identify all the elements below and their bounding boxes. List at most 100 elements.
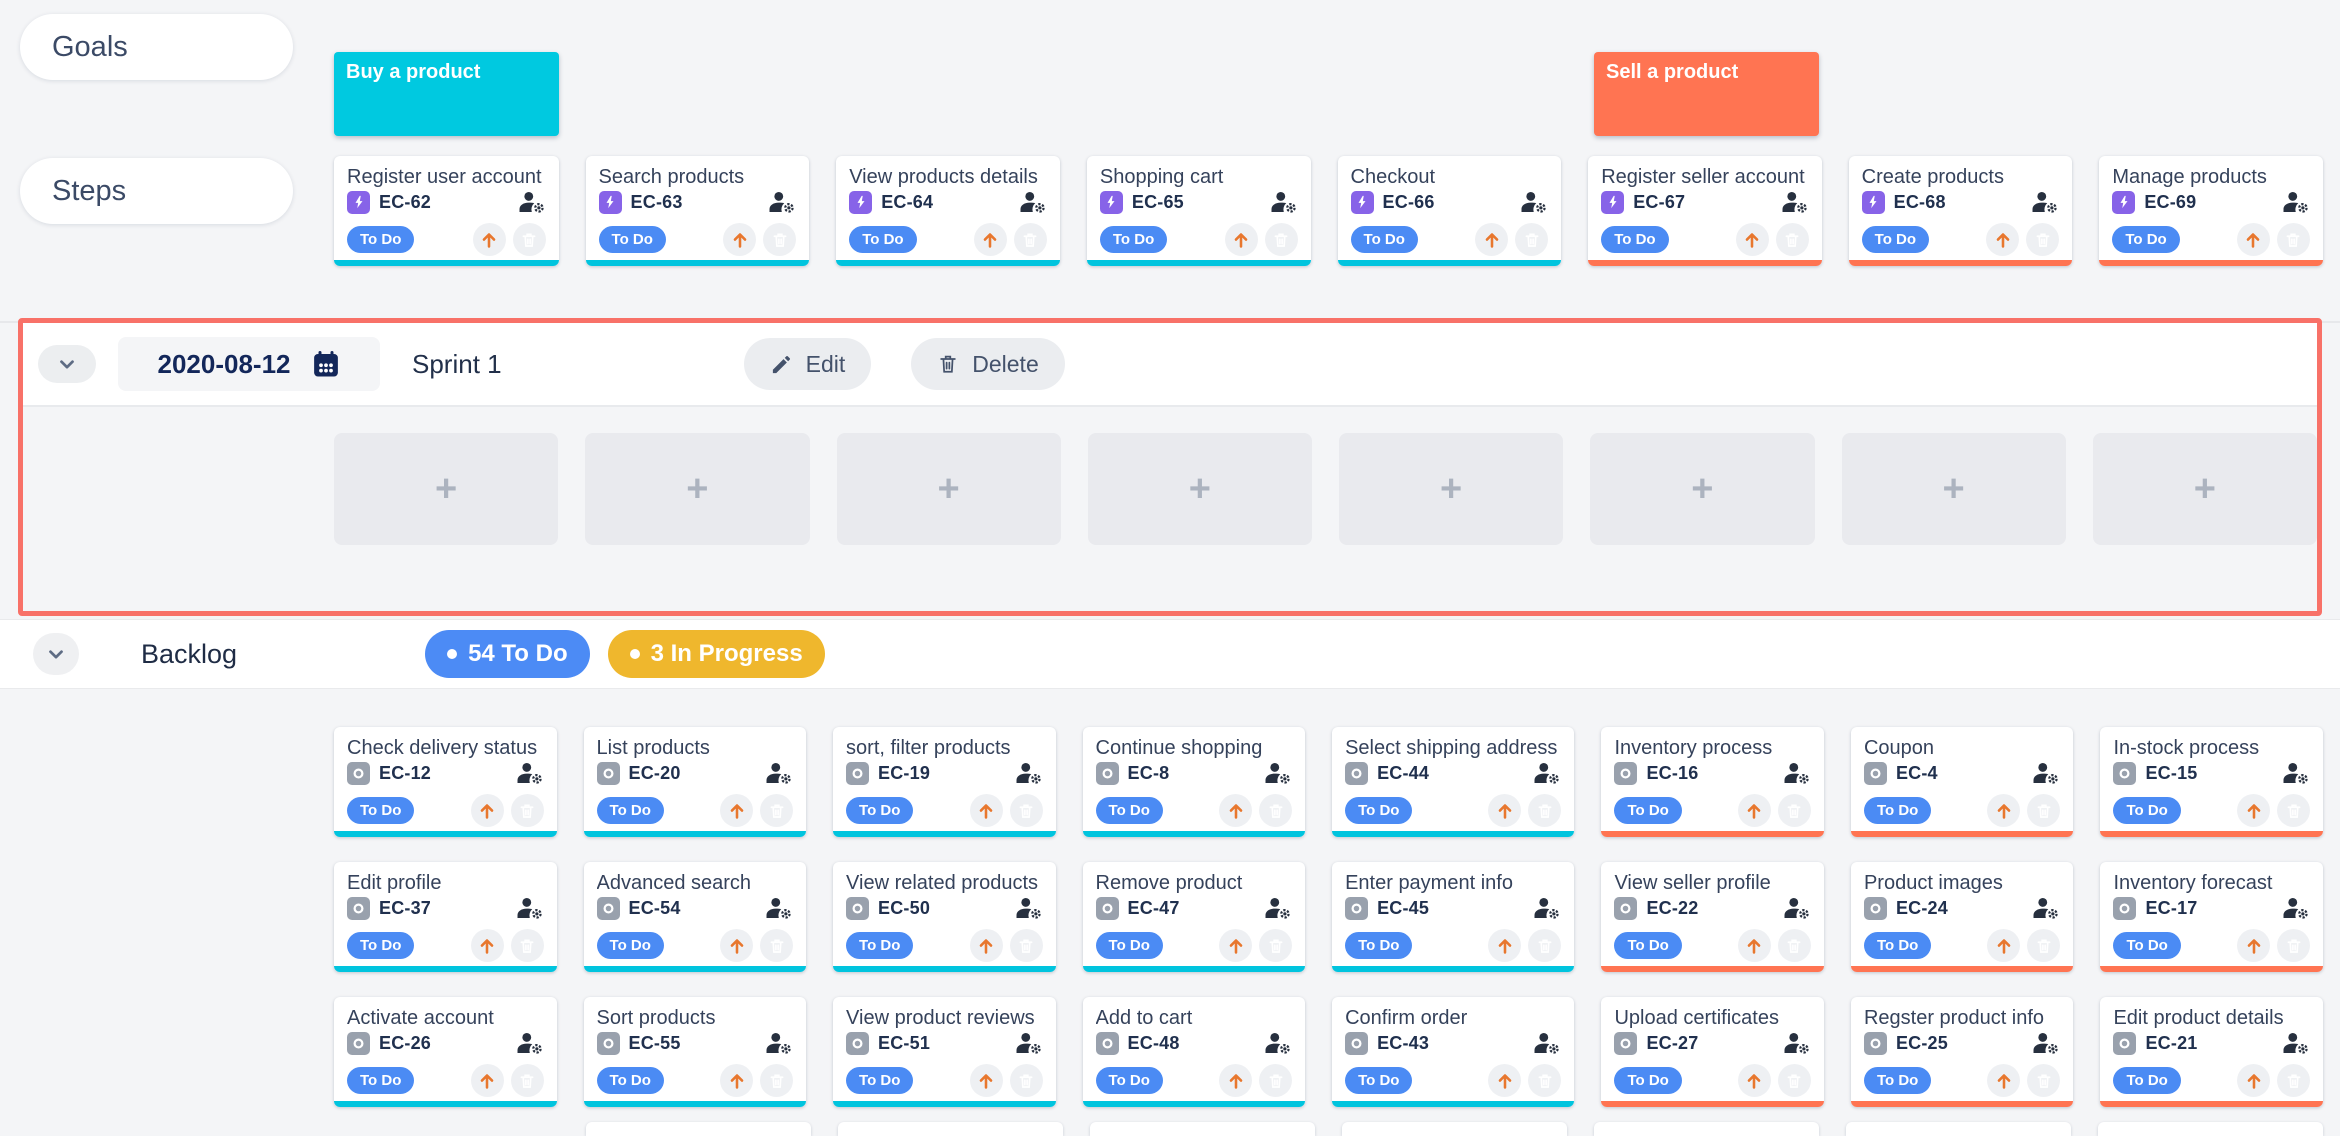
- delete-card-button[interactable]: [512, 223, 546, 256]
- delete-card-button[interactable]: [1777, 1064, 1811, 1097]
- delete-card-button[interactable]: [510, 794, 544, 827]
- delete-card-button[interactable]: [1259, 1064, 1293, 1097]
- assignee-icon[interactable]: [2031, 189, 2059, 215]
- delete-card-button[interactable]: [1009, 794, 1043, 827]
- promote-button[interactable]: [720, 1064, 754, 1097]
- promote-button[interactable]: [2237, 929, 2270, 962]
- add-card-slot[interactable]: +: [585, 433, 810, 545]
- assignee-icon[interactable]: [1783, 760, 1811, 786]
- promote-button[interactable]: [470, 929, 504, 962]
- promote-button[interactable]: [720, 794, 754, 827]
- backlog-card[interactable]: In-stock process EC-15 To Do: [2100, 727, 2323, 837]
- backlog-card[interactable]: Coupon EC-4 To Do: [1850, 727, 2074, 837]
- assignee-icon[interactable]: [1783, 895, 1811, 921]
- promote-button[interactable]: [1224, 223, 1258, 256]
- delete-card-button[interactable]: [2027, 929, 2061, 962]
- promote-button[interactable]: [1488, 794, 1522, 827]
- promote-button[interactable]: [1737, 794, 1771, 827]
- backlog-card-partial[interactable]: [1594, 1122, 1819, 1136]
- promote-button[interactable]: [2237, 1064, 2270, 1097]
- goal-card[interactable]: Sell a product: [1594, 52, 1819, 136]
- delete-card-button[interactable]: [2027, 1064, 2061, 1097]
- step-card[interactable]: Create products EC-68 To Do: [1848, 156, 2073, 266]
- delete-card-button[interactable]: [510, 929, 544, 962]
- assignee-icon[interactable]: [2032, 1030, 2060, 1056]
- promote-button[interactable]: [969, 1064, 1003, 1097]
- delete-card-button[interactable]: [1259, 794, 1293, 827]
- delete-card-button[interactable]: [1259, 929, 1293, 962]
- backlog-card-partial[interactable]: [838, 1122, 1063, 1136]
- step-card[interactable]: View products details EC-64 To Do: [836, 156, 1060, 266]
- assignee-icon[interactable]: [1264, 760, 1292, 786]
- backlog-card[interactable]: Advanced search EC-54 To Do: [583, 862, 807, 972]
- delete-sprint-button[interactable]: Delete: [911, 338, 1065, 390]
- backlog-card[interactable]: List products EC-20 To Do: [583, 727, 807, 837]
- backlog-card[interactable]: Inventory forecast EC-17 To Do: [2100, 862, 2323, 972]
- delete-card-button[interactable]: [1528, 929, 1562, 962]
- add-card-slot[interactable]: +: [1841, 433, 2066, 545]
- promote-button[interactable]: [1488, 1064, 1522, 1097]
- assignee-icon[interactable]: [2282, 1030, 2310, 1056]
- backlog-card[interactable]: Activate account EC-26 To Do: [334, 997, 557, 1107]
- assignee-icon[interactable]: [765, 1030, 793, 1056]
- promote-button[interactable]: [1219, 794, 1253, 827]
- promote-button[interactable]: [470, 794, 504, 827]
- assignee-icon[interactable]: [2282, 760, 2310, 786]
- promote-button[interactable]: [2237, 794, 2270, 827]
- delete-card-button[interactable]: [1515, 223, 1549, 256]
- delete-card-button[interactable]: [510, 1064, 544, 1097]
- promote-button[interactable]: [1986, 223, 2020, 256]
- assignee-icon[interactable]: [516, 760, 544, 786]
- step-card[interactable]: Search products EC-63 To Do: [585, 156, 810, 266]
- edit-sprint-button[interactable]: Edit: [743, 338, 872, 390]
- backlog-card[interactable]: Continue shopping EC-8 To Do: [1082, 727, 1306, 837]
- backlog-card[interactable]: Edit profile EC-37 To Do: [334, 862, 557, 972]
- backlog-card[interactable]: View seller profile EC-22 To Do: [1601, 862, 1824, 972]
- promote-button[interactable]: [1737, 929, 1771, 962]
- promote-button[interactable]: [973, 223, 1007, 256]
- delete-card-button[interactable]: [1528, 1064, 1562, 1097]
- backlog-card-partial[interactable]: [2098, 1122, 2323, 1136]
- backlog-card-partial[interactable]: [1342, 1122, 1567, 1136]
- delete-card-button[interactable]: [1264, 223, 1298, 256]
- delete-card-button[interactable]: [763, 223, 797, 256]
- promote-button[interactable]: [2236, 223, 2270, 256]
- step-card[interactable]: Register seller account EC-67 To Do: [1588, 156, 1822, 266]
- delete-card-button[interactable]: [2027, 794, 2061, 827]
- promote-button[interactable]: [720, 929, 754, 962]
- backlog-card[interactable]: Remove product EC-47 To Do: [1082, 862, 1306, 972]
- delete-card-button[interactable]: [1528, 794, 1562, 827]
- backlog-card[interactable]: Regster product info EC-25 To Do: [1850, 997, 2074, 1107]
- assignee-icon[interactable]: [1783, 1030, 1811, 1056]
- delete-card-button[interactable]: [2276, 223, 2310, 256]
- backlog-card[interactable]: Enter payment info EC-45 To Do: [1332, 862, 1575, 972]
- promote-button[interactable]: [1987, 1064, 2021, 1097]
- backlog-card[interactable]: View related products EC-50 To Do: [833, 862, 1056, 972]
- backlog-card[interactable]: Select shipping address EC-44 To Do: [1332, 727, 1575, 837]
- assignee-icon[interactable]: [1264, 895, 1292, 921]
- promote-button[interactable]: [1987, 794, 2021, 827]
- promote-button[interactable]: [969, 794, 1003, 827]
- backlog-card[interactable]: Inventory process EC-16 To Do: [1601, 727, 1824, 837]
- add-card-slot[interactable]: +: [1087, 433, 1312, 545]
- add-card-slot[interactable]: +: [836, 433, 1061, 545]
- step-card[interactable]: Shopping cart EC-65 To Do: [1086, 156, 1311, 266]
- delete-card-button[interactable]: [760, 794, 794, 827]
- assignee-icon[interactable]: [2282, 189, 2310, 215]
- assignee-icon[interactable]: [1015, 1030, 1043, 1056]
- promote-button[interactable]: [1219, 929, 1253, 962]
- backlog-card[interactable]: Confirm order EC-43 To Do: [1332, 997, 1575, 1107]
- add-card-slot[interactable]: +: [334, 433, 559, 545]
- delete-card-button[interactable]: [1777, 794, 1811, 827]
- assignee-icon[interactable]: [1520, 189, 1548, 215]
- delete-card-button[interactable]: [2277, 794, 2310, 827]
- promote-button[interactable]: [1219, 1064, 1253, 1097]
- backlog-card[interactable]: Sort products EC-55 To Do: [583, 997, 807, 1107]
- promote-button[interactable]: [1987, 929, 2021, 962]
- assignee-icon[interactable]: [1015, 895, 1043, 921]
- delete-card-button[interactable]: [2277, 1064, 2310, 1097]
- delete-card-button[interactable]: [2277, 929, 2310, 962]
- assignee-icon[interactable]: [2032, 760, 2060, 786]
- step-card[interactable]: Register user account EC-62 To Do: [334, 156, 559, 266]
- assignee-icon[interactable]: [518, 189, 546, 215]
